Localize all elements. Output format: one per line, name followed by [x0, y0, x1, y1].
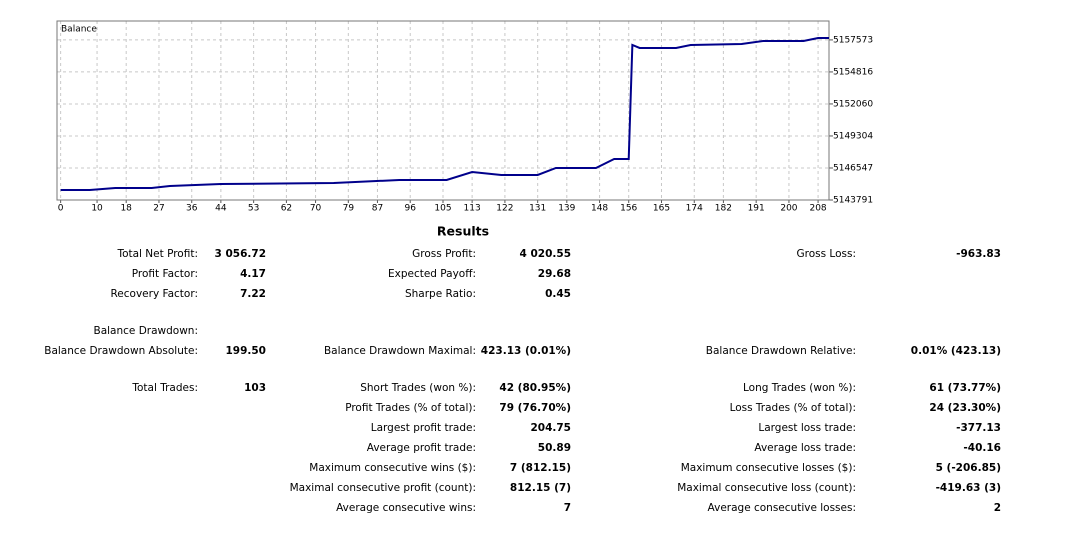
result-value: 4 020.55 [520, 248, 571, 260]
result-label: Maximum consecutive losses ($): [681, 462, 856, 474]
result-value: 2 [994, 502, 1001, 514]
result-value: 199.50 [225, 345, 266, 357]
result-label: Gross Loss: [797, 248, 857, 260]
x-tick-label: 191 [748, 204, 765, 214]
x-tick-label: 53 [248, 204, 259, 214]
result-value: -963.83 [956, 248, 1001, 260]
result-value: 61 (73.77%) [929, 382, 1001, 394]
result-value: 7.22 [240, 288, 266, 300]
x-tick-label: 96 [404, 204, 416, 214]
x-tick-label: 44 [215, 204, 227, 214]
result-value: 0.01% (423.13) [911, 345, 1001, 357]
result-label: Maximal consecutive profit (count): [290, 482, 476, 494]
result-label: Loss Trades (% of total): [730, 402, 856, 414]
result-label: Balance Drawdown: [93, 325, 198, 337]
result-value: -419.63 (3) [936, 482, 1001, 494]
x-tick-label: 208 [809, 204, 826, 214]
result-label: Largest profit trade: [371, 422, 476, 434]
x-tick-label: 62 [281, 204, 292, 214]
result-label: Long Trades (won %): [743, 382, 856, 394]
x-tick-label: 182 [715, 204, 732, 214]
result-value: 423.13 (0.01%) [481, 345, 571, 357]
y-tick-label: 5154816 [833, 67, 873, 77]
x-tick-label: 36 [186, 204, 198, 214]
result-value: 812.15 (7) [510, 482, 571, 494]
result-label: Maximal consecutive loss (count): [677, 482, 856, 494]
result-value: 29.68 [538, 268, 571, 280]
result-value: 103 [244, 382, 266, 394]
x-tick-label: 70 [310, 204, 322, 214]
x-tick-label: 174 [686, 204, 703, 214]
result-label: Short Trades (won %): [360, 382, 476, 394]
result-value: 50.89 [538, 442, 571, 454]
result-value: 5 (-206.85) [936, 462, 1001, 474]
x-tick-label: 10 [91, 204, 103, 214]
result-label: Profit Factor: [132, 268, 198, 280]
result-label: Average profit trade: [367, 442, 476, 454]
result-label: Recovery Factor: [110, 288, 198, 300]
result-label: Average consecutive losses: [708, 502, 856, 514]
x-tick-label: 131 [529, 204, 546, 214]
result-label: Gross Profit: [412, 248, 476, 260]
results-title: Results [437, 224, 489, 239]
result-value: -377.13 [956, 422, 1001, 434]
x-tick-label: 139 [558, 204, 575, 214]
result-label: Balance Drawdown Relative: [706, 345, 856, 357]
plot-area [57, 21, 829, 200]
result-label: Balance Drawdown Absolute: [44, 345, 198, 357]
result-value: 204.75 [530, 422, 571, 434]
balance-line [60, 36, 829, 191]
y-tick-label: 5146547 [833, 163, 873, 173]
result-value: 7 (812.15) [510, 462, 571, 474]
x-tick-label: 18 [120, 204, 132, 214]
result-value: -40.16 [963, 442, 1001, 454]
x-tick-label: 148 [591, 204, 608, 214]
result-value: 0.45 [545, 288, 571, 300]
result-label: Total Net Profit: [116, 248, 198, 260]
result-value: 7 [564, 502, 571, 514]
result-value: 42 (80.95%) [499, 382, 571, 394]
result-label: Largest loss trade: [758, 422, 856, 434]
x-tick-label: 27 [153, 204, 164, 214]
result-label: Average consecutive wins: [336, 502, 476, 514]
result-label: Profit Trades (% of total): [345, 402, 476, 414]
y-tick-label: 5157573 [833, 35, 873, 45]
result-label: Average loss trade: [754, 442, 856, 454]
y-tick-label: 5152060 [833, 99, 873, 109]
x-tick-label: 122 [496, 204, 513, 214]
result-label: Sharpe Ratio: [405, 288, 476, 300]
result-label: Total Trades: [131, 382, 198, 394]
x-tick-label: 0 [58, 204, 64, 214]
x-tick-label: 79 [343, 204, 355, 214]
result-label: Balance Drawdown Maximal: [324, 345, 476, 357]
x-tick-label: 156 [620, 204, 637, 214]
result-label: Maximum consecutive wins ($): [309, 462, 476, 474]
x-tick-label: 165 [653, 204, 670, 214]
x-tick-label: 87 [372, 204, 383, 214]
series-label: Balance [61, 25, 97, 35]
y-tick-label: 5143791 [833, 196, 873, 206]
result-value: 3 056.72 [215, 248, 266, 260]
x-tick-label: 113 [464, 204, 481, 214]
result-label: Expected Payoff: [388, 268, 476, 280]
x-tick-label: 200 [780, 204, 797, 214]
result-value: 4.17 [240, 268, 266, 280]
y-tick-label: 5149304 [833, 131, 873, 141]
x-tick-label: 105 [434, 204, 451, 214]
result-value: 79 (76.70%) [499, 402, 571, 414]
plot-border [56, 20, 830, 201]
result-value: 24 (23.30%) [929, 402, 1001, 414]
